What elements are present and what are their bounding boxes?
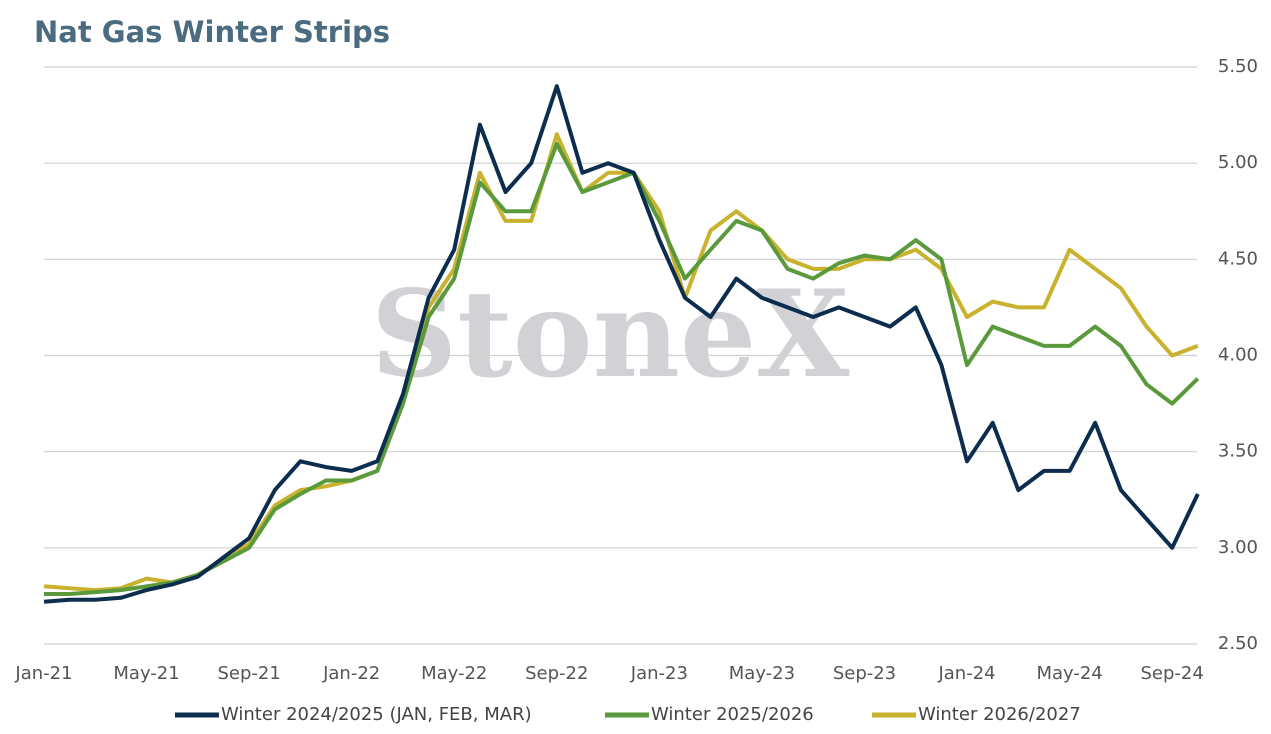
x-tick-label: Sep-22 [525,663,588,684]
series-line [44,141,1200,596]
x-tick-label: Sep-23 [833,663,896,684]
x-tick-label: Sep-24 [1140,663,1203,684]
y-tick-label: 4.50 [1218,248,1258,269]
x-tick-label: May-21 [113,663,179,684]
legend-label: Winter 2026/2027 [918,704,1081,725]
y-tick-label: 5.50 [1218,56,1258,77]
y-tick-label: 4.00 [1218,345,1258,366]
x-tick-label: May-24 [1036,663,1102,684]
x-tick-label: Jan-22 [322,663,380,684]
x-tick-label: May-23 [729,663,795,684]
chart-title: Nat Gas Winter Strips [34,15,390,49]
x-tick-label: Sep-21 [217,663,280,684]
x-tick-label: Jan-24 [937,663,995,684]
y-tick-label: 2.50 [1218,633,1258,654]
series-line [43,132,1199,593]
legend-label: Winter 2024/2025 (JAN, FEB, MAR) [221,704,532,725]
y-tick-label: 5.00 [1218,152,1258,173]
y-tick-label: 3.50 [1218,441,1258,462]
x-tick-label: Jan-21 [14,663,72,684]
x-tick-label: May-22 [421,663,487,684]
legend-label: Winter 2025/2026 [651,704,814,725]
y-tick-label: 3.00 [1218,537,1258,558]
series-line [43,84,1200,604]
x-tick-label: Jan-23 [630,663,688,684]
